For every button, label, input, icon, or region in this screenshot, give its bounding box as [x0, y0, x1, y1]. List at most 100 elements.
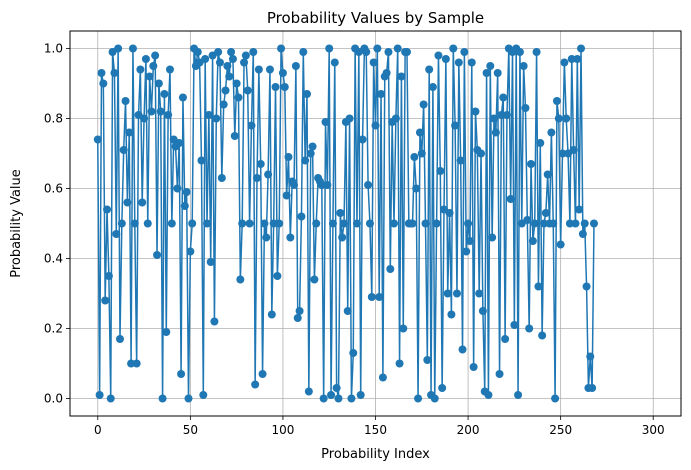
- data-point: [519, 62, 528, 70]
- data-point: [356, 391, 365, 399]
- data-point: [428, 83, 437, 91]
- data-point: [173, 184, 182, 193]
- data-point: [269, 219, 278, 228]
- data-point: [343, 307, 352, 315]
- data-point: [565, 219, 574, 228]
- y-tick-label: 0.0: [44, 392, 63, 406]
- data-point: [528, 237, 537, 245]
- data-point: [391, 114, 400, 123]
- data-point: [145, 72, 154, 81]
- data-point: [419, 100, 428, 109]
- data-point: [297, 212, 306, 221]
- data-point: [140, 114, 149, 123]
- data-point: [232, 79, 241, 88]
- data-point: [501, 335, 510, 343]
- data-point: [295, 307, 304, 315]
- data-point: [334, 394, 343, 403]
- data-point: [223, 62, 232, 70]
- data-point: [321, 118, 330, 126]
- data-point: [278, 69, 287, 77]
- data-point: [247, 121, 256, 130]
- data-point: [467, 58, 476, 67]
- data-point: [258, 370, 267, 378]
- data-point: [552, 97, 561, 105]
- data-point: [482, 69, 491, 77]
- data-point: [478, 307, 487, 315]
- data-point: [273, 272, 282, 280]
- data-point: [430, 394, 439, 403]
- data-point: [460, 48, 469, 56]
- data-point: [577, 44, 586, 53]
- data-point: [371, 121, 380, 130]
- data-point: [264, 170, 273, 179]
- data-point: [573, 55, 582, 63]
- data-point: [486, 62, 495, 70]
- data-point: [425, 65, 434, 74]
- data-point: [114, 44, 123, 53]
- data-point: [215, 58, 224, 67]
- data-point: [147, 107, 156, 116]
- data-point: [125, 128, 134, 137]
- y-tick-label: 0.8: [44, 112, 63, 126]
- data-point: [421, 219, 430, 228]
- data-point: [143, 219, 152, 228]
- data-point: [275, 219, 284, 228]
- data-point: [410, 153, 419, 161]
- data-point: [469, 363, 478, 371]
- data-point: [454, 58, 463, 67]
- data-point: [434, 51, 443, 60]
- data-point: [345, 114, 354, 123]
- data-point: [327, 391, 336, 399]
- data-point: [236, 275, 245, 284]
- data-point: [271, 83, 280, 91]
- data-point: [397, 72, 406, 81]
- data-point: [365, 219, 374, 228]
- data-point: [441, 55, 450, 63]
- data-point: [325, 44, 334, 53]
- data-point: [193, 48, 202, 56]
- data-point: [219, 100, 228, 109]
- data-point: [160, 90, 169, 98]
- data-point: [293, 314, 302, 322]
- data-point: [217, 174, 226, 182]
- data-point: [277, 44, 286, 53]
- data-point: [225, 72, 234, 81]
- data-point: [582, 282, 591, 291]
- data-point: [377, 90, 386, 98]
- data-point: [488, 233, 497, 242]
- data-point: [243, 86, 252, 95]
- x-axis: 0 50 100 150 200 250 300: [94, 416, 665, 437]
- data-point: [162, 328, 171, 336]
- data-point: [523, 216, 532, 224]
- data-point: [328, 219, 337, 228]
- data-point: [306, 149, 315, 158]
- data-point: [165, 65, 174, 74]
- data-point: [240, 58, 249, 67]
- data-point: [386, 265, 395, 273]
- data-point: [151, 51, 160, 60]
- data-point: [245, 219, 254, 228]
- data-point: [530, 219, 539, 228]
- data-point: [199, 391, 208, 399]
- data-point: [175, 139, 184, 147]
- y-tick-label: 0.2: [44, 322, 63, 336]
- data-point: [254, 65, 263, 74]
- data-point: [95, 391, 104, 399]
- data-point: [538, 331, 547, 340]
- data-point: [393, 44, 402, 53]
- data-point: [490, 114, 498, 123]
- data-point: [491, 128, 500, 137]
- data-point: [527, 160, 536, 168]
- data-point: [238, 219, 247, 228]
- data-point: [284, 153, 293, 161]
- data-point: [119, 146, 128, 154]
- data-point: [384, 48, 393, 56]
- data-point: [123, 198, 132, 207]
- data-point: [362, 48, 371, 56]
- data-point: [497, 111, 506, 119]
- data-point: [103, 205, 112, 214]
- data-point: [510, 321, 519, 329]
- data-point: [465, 237, 474, 245]
- x-tick-label: 250: [549, 423, 572, 437]
